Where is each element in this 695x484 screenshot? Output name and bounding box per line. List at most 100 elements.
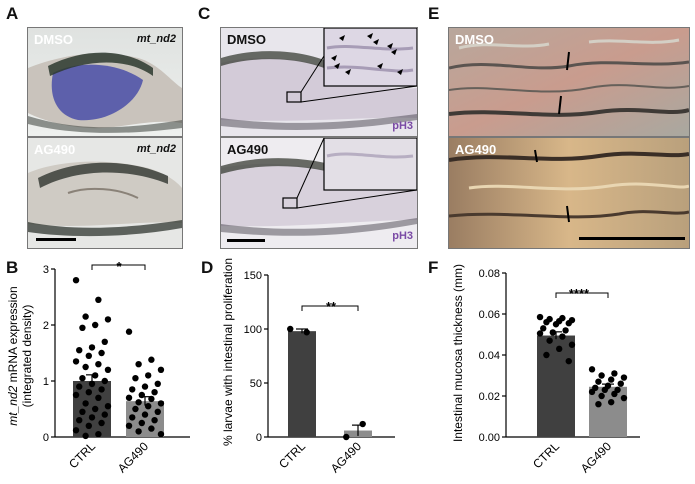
chart-b-data-point — [154, 408, 161, 415]
chart-f-bar — [589, 386, 627, 437]
chart-f-data-point — [536, 313, 544, 321]
chart-b-data-point — [125, 422, 133, 429]
chart-b-significance: * — [116, 259, 122, 274]
chart-d-category-label: CTRL — [276, 439, 308, 471]
scale-bar-c — [227, 239, 265, 242]
chart-b-data-point — [82, 363, 89, 371]
chart-d-bar — [288, 331, 316, 437]
chart-b-data-point — [125, 394, 133, 401]
chart-b-data-point — [85, 389, 93, 396]
chart-b-data-point — [79, 324, 86, 331]
micrograph-e-ag490-image — [449, 138, 689, 248]
chart-f-data-point — [620, 374, 628, 381]
chart-b-data-point — [154, 380, 161, 387]
chart-b-data-point — [85, 352, 93, 359]
chart-b-data-point — [157, 366, 165, 373]
chart-f-data-point — [559, 333, 566, 340]
chart-b-data-point — [76, 383, 83, 390]
label-ag490-e: AG490 — [455, 142, 497, 157]
chart-f-data-point — [595, 401, 602, 408]
chart-b-data-point — [141, 411, 149, 418]
chart-b-data-point — [135, 361, 142, 368]
chart-b-data-point — [98, 419, 105, 427]
micrograph-e-dmso-image — [449, 28, 689, 136]
chart-f-ylabel: Intestinal mucosa thickness (mm) — [451, 264, 465, 442]
chart-d-ylabel: % larvae with intestinal proliferation — [221, 258, 235, 446]
chart-b-data-point — [91, 372, 99, 379]
chart-b-data-point — [141, 383, 149, 390]
chart-f-y-tick-label: 0.00 — [479, 432, 500, 444]
micrograph-a-ag490-image — [28, 138, 182, 248]
chart-b-data-point — [72, 391, 80, 399]
chart-f-bar — [537, 335, 575, 437]
chart-b-y-tick-label: 3 — [43, 264, 49, 276]
gene-label-a-top: mt_nd2 — [136, 33, 176, 45]
chart-f: Intestinal mucosa thickness (mm) **** 0.… — [451, 264, 640, 476]
chart-f-category-label: CTRL — [530, 439, 562, 471]
chart-b-data-point — [157, 431, 165, 438]
chart-b-data-point — [88, 380, 96, 387]
chart-f-data-point — [607, 398, 615, 406]
chart-b-data-point — [91, 321, 99, 329]
chart-b-ylabel: mt_nd2 mRNA expression — [6, 286, 20, 425]
chart-b-data-point — [101, 411, 108, 418]
chart-b-ylabel-rest: mRNA expression — [6, 286, 20, 385]
chart-b-data-point — [144, 403, 152, 410]
chart-b-data-point — [151, 417, 158, 424]
micrograph-c-ag490: AG490 pH3 — [220, 137, 418, 249]
chart-b-y-tick-label: 1 — [43, 376, 49, 388]
chart-b-data-point — [72, 277, 80, 284]
panel-letter-c: C — [198, 4, 211, 23]
chart-b-data-point — [144, 372, 152, 379]
chart-b-data-point — [82, 313, 89, 320]
chart-b-data-point — [88, 414, 96, 421]
micrograph-c-dmso: DMSO pH3 — [220, 27, 418, 137]
chart-b-data-point — [148, 395, 155, 403]
chart-b-data-point — [88, 344, 96, 351]
chart-f-data-point — [595, 378, 602, 385]
chart-f-data-point — [601, 386, 609, 394]
chart-b-data-point — [95, 296, 102, 303]
chart-f-y-tick-label: 0.02 — [479, 391, 500, 403]
chart-f-data-point — [588, 388, 596, 396]
chart-b-data-point — [82, 400, 89, 407]
chart-d-category-label: AG490 — [328, 439, 365, 476]
micrograph-c-dmso-image — [221, 28, 417, 136]
chart-b-data-point — [125, 328, 133, 335]
chart-b-y-tick-label: 2 — [43, 320, 49, 332]
chart-b-y-tick-label: 0 — [43, 432, 49, 444]
chart-f-data-point — [565, 357, 572, 365]
chart-b-data-point — [95, 394, 102, 401]
chart-d-data-point — [287, 325, 294, 333]
chart-b-data-point — [129, 414, 136, 421]
chart-f-data-point — [607, 376, 615, 383]
chart-b-data-point — [129, 386, 136, 393]
chart-b-data-point — [135, 428, 142, 435]
chart-b-data-point — [104, 316, 112, 323]
chart-d-y-tick-label: 100 — [244, 324, 262, 336]
stain-label-c-bottom: pH3 — [392, 230, 413, 242]
chart-d-y-tick-label: 50 — [250, 378, 262, 390]
chart-f-data-point — [598, 392, 605, 400]
chart-f-data-point — [543, 319, 550, 326]
chart-b-category-label: CTRL — [66, 439, 98, 471]
chart-d-y-tick-label: 150 — [244, 270, 262, 282]
scale-bar-a — [36, 238, 76, 241]
chart-f-data-point — [611, 390, 618, 398]
chart-d: % larvae with intestinal proliferation *… — [221, 258, 395, 476]
chart-b-category-label: AG490 — [115, 439, 152, 476]
chart-b-data-point — [151, 389, 158, 396]
chart-b-data-point — [79, 375, 86, 382]
chart-b-data-point — [148, 425, 155, 432]
chart-b-ylabel-line2: (integrated density) — [20, 305, 34, 408]
scale-bar-e — [579, 237, 685, 240]
chart-b-data-point — [76, 347, 83, 354]
micrograph-e-dmso: DMSO — [448, 27, 690, 137]
chart-f-data-point — [568, 341, 576, 348]
chart-f-category-label: AG490 — [578, 439, 615, 476]
panel-letter-f: F — [428, 258, 439, 277]
chart-b-data-point — [98, 349, 105, 357]
chart-d-data-point — [303, 329, 310, 336]
chart-b-data-point — [82, 432, 89, 440]
